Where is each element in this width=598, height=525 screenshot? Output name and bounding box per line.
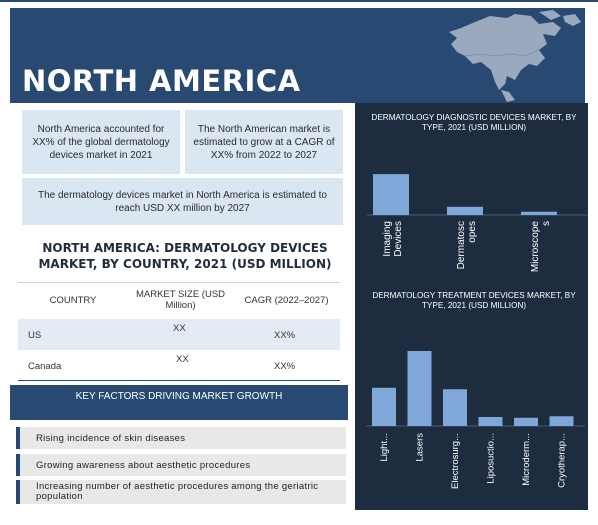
tick-label: Microscopes (530, 221, 552, 273)
row-cagr: XX% (274, 361, 296, 372)
header-market-size: MARKET SIZE (USD Million) (135, 289, 226, 311)
table-row: Canada XX XX% (18, 350, 340, 381)
bar-diagnostic-2 (521, 211, 557, 215)
tick-label: Microderm... (521, 433, 532, 486)
charts-svg: ImagingDevices Dermatoscopes Microscopes Li… (366, 174, 588, 489)
key-factor-item: Growing awareness about aesthetic proced… (16, 454, 346, 476)
region-banner: NORTH AMERICA (10, 8, 585, 103)
north-america-map-icon (449, 10, 581, 102)
share-summary: North America accounted for XX% of the g… (22, 110, 180, 174)
key-factor-item: Rising incidence of skin diseases (16, 427, 346, 449)
bar-diagnostic-1 (447, 206, 483, 215)
row-market-size: XX (176, 354, 189, 365)
tick-label: Light... (379, 433, 390, 462)
bar-treatment-3 (478, 417, 503, 426)
row-cagr: XX% (274, 330, 296, 341)
table-divider (18, 282, 340, 283)
row-market-size: XX (173, 323, 186, 334)
diagnostic-chart-title: DERMATOLOGY DIAGNOSTIC DEVICES MARKET, B… (371, 113, 577, 132)
bar-treatment-0 (372, 387, 396, 426)
tick-label: Dermatoscopes (456, 221, 478, 269)
country-table-title: NORTH AMERICA: DERMATOLOGY DEVICES MARKE… (38, 241, 332, 271)
bar-treatment-1 (407, 351, 432, 426)
tick-label: ImagingDevices (382, 221, 404, 257)
bar-treatment-2 (443, 389, 467, 426)
tick-label: Lasers (415, 433, 426, 462)
forecast-summary: The dermatology devices market in North … (22, 178, 343, 225)
treatment-chart-title: DERMATOLOGY TREATMENT DEVICES MARKET, BY… (372, 291, 576, 310)
tick-label: Cryotherap... (557, 433, 568, 488)
charts-panel (355, 103, 588, 510)
header-cagr: CAGR (2022–2027) (244, 294, 329, 306)
bar-treatment-4 (514, 417, 538, 426)
bar-diagnostic-0 (373, 174, 409, 215)
row-country: Canada (28, 361, 62, 372)
header-country: COUNTRY (49, 294, 97, 306)
tick-label: Electrosurg... (450, 433, 461, 489)
key-factors-header: KEY FACTORS DRIVING MARKET GROWTH (10, 385, 348, 420)
summary-section: North America accounted for XX% of the g… (10, 103, 352, 229)
row-country: US (28, 330, 42, 341)
table-row: US XX XX% (18, 319, 340, 350)
key-factor-item: Increasing number of aesthetic procedure… (16, 480, 346, 504)
cagr-summary: The North American market is estimated t… (185, 110, 343, 174)
tick-label: Liposuctio... (486, 433, 497, 484)
top-rule (0, 0, 598, 2)
page-title: NORTH AMERICA (22, 64, 301, 98)
bar-treatment-5 (549, 416, 574, 426)
